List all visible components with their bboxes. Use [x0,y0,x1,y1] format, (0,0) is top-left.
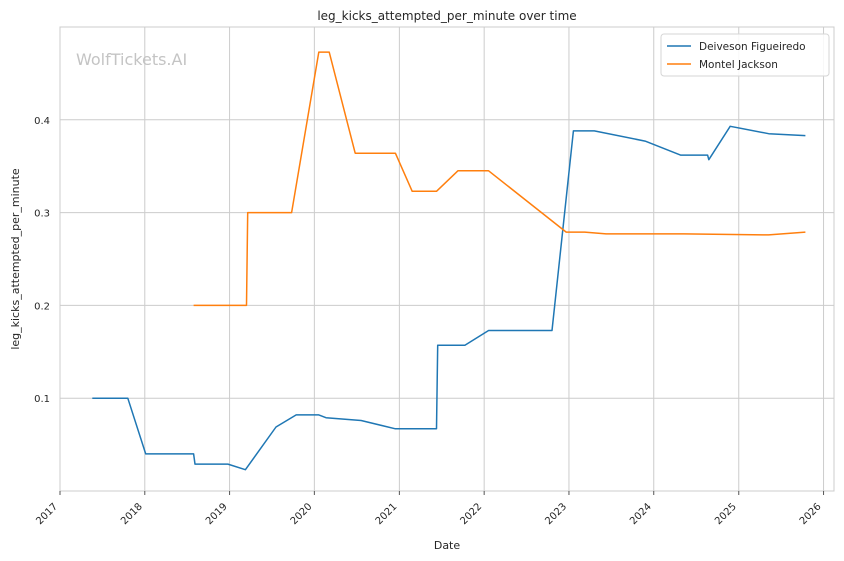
legend-label-deiveson-figueiredo: Deiveson Figueiredo [699,41,806,53]
x-axis-ticks: 2017 2018 2019 2020 2021 2022 2023 2024 2025 2026 [34,491,825,527]
y-axis-label: leg_kicks_attempted_per_minute [9,168,22,350]
plot-area [60,27,834,491]
x-tick-label: 2020 [289,501,315,527]
y-axis-ticks: 0.1 0.2 0.3 0.4 [34,116,50,405]
x-tick-label: 2018 [119,501,145,527]
x-tick-label: 2022 [459,501,485,527]
legend-box [660,33,830,77]
y-tick-label: 0.4 [34,116,50,127]
x-tick-label: 2024 [628,501,654,527]
legend-label-montel-jackson: Montel Jackson [699,59,778,71]
x-tick-label: 2017 [34,501,60,527]
x-tick-label: 2026 [798,501,824,527]
x-tick-label: 2025 [713,501,739,527]
chart-title: leg_kicks_attempted_per_minute over time [317,9,576,23]
x-axis-label: Date [434,539,461,552]
legend: Deiveson Figueiredo Montel Jackson [660,33,830,77]
gridlines [59,27,834,491]
plot-frame [59,26,835,492]
y-tick-label: 0.3 [34,209,50,220]
series-line-deiveson-figueiredo [92,125,806,471]
x-tick-label: 2021 [374,501,400,527]
y-tick-label: 0.1 [34,394,50,405]
series-layer [92,51,806,471]
series-line-montel-jackson [193,51,806,307]
y-tick-label: 0.2 [34,301,50,312]
x-tick-label: 2019 [204,501,230,527]
x-tick-label: 2023 [543,501,569,527]
watermark-text: WolfTickets.AI [76,50,187,69]
